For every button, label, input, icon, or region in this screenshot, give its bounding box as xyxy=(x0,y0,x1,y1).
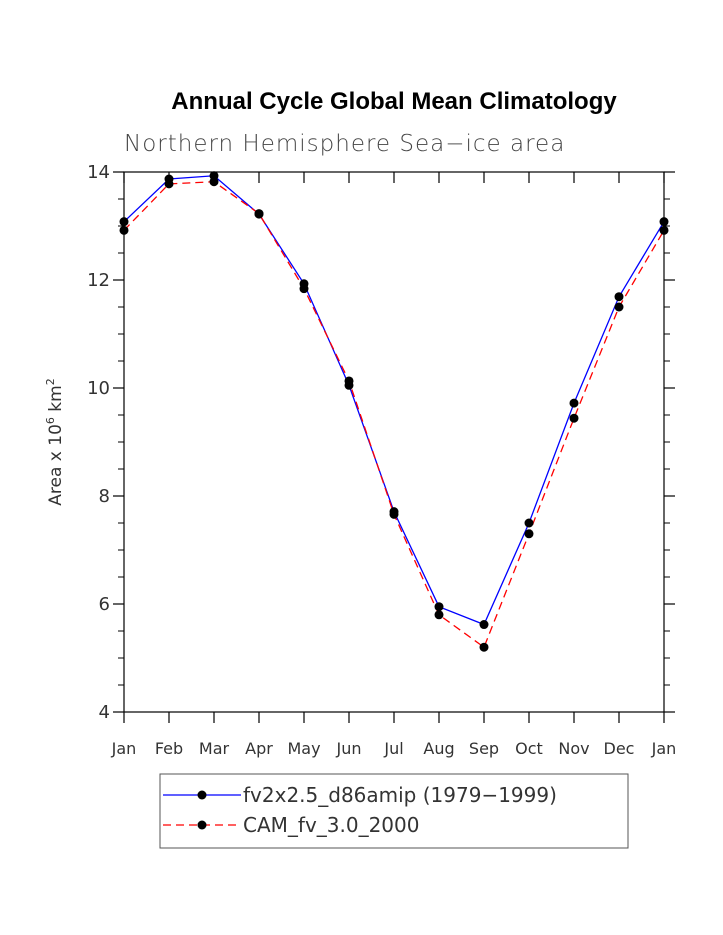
series-1-point xyxy=(659,217,669,227)
x-tick-label: Jul xyxy=(383,739,403,758)
x-tick-labels: Jan Feb Mar Apr May Jun Jul Aug Sep Oct Nov Dec Jan xyxy=(111,739,677,758)
series-2-point xyxy=(479,642,489,652)
y-tick-label: 10 xyxy=(87,378,110,399)
legend-items: fv2x2.5_d86amip (1979−1999) CAM_fv_3.0_20… xyxy=(163,783,557,837)
y-axis-label-mid: km xyxy=(46,385,66,417)
series-markers xyxy=(119,171,669,652)
series-2-point xyxy=(209,177,219,187)
x-tick-label: Mar xyxy=(199,739,230,758)
y-tick-label: 12 xyxy=(87,270,110,291)
series-1-point xyxy=(614,292,624,302)
x-tick-label: Sep xyxy=(469,739,499,758)
legend-label-2: CAM_fv_3.0_2000 xyxy=(243,813,419,837)
series-2-point xyxy=(164,179,174,189)
y-axis-label-prefix: Area x 10 xyxy=(46,424,66,506)
plot-frame xyxy=(123,171,665,713)
x-tick-label: Feb xyxy=(155,739,183,758)
series-2-point xyxy=(524,529,534,539)
series-2-point xyxy=(254,209,264,219)
x-tick-label: Aug xyxy=(423,739,454,758)
plot-area: Jan Feb Mar Apr May Jun Jul Aug Sep Oct Nov Dec Jan … xyxy=(87,162,676,758)
series-2-point xyxy=(569,413,579,423)
series-1-point xyxy=(479,620,489,630)
series-line-2 xyxy=(123,181,665,649)
series-lines xyxy=(123,175,665,649)
x-tick-label: Oct xyxy=(515,739,543,758)
y-tick-labels: 4 6 8 10 12 14 xyxy=(87,162,110,723)
y-axis-label-exp2: 2 xyxy=(44,378,57,385)
series-2-point xyxy=(434,610,444,620)
series-2-point xyxy=(389,509,399,519)
series-2-point xyxy=(119,225,129,235)
x-tick-label: Jan xyxy=(111,739,137,758)
y-tick-label: 6 xyxy=(99,594,110,615)
x-tick-label: Apr xyxy=(245,739,273,758)
y-tick-label: 14 xyxy=(87,162,110,183)
y-tick-label: 8 xyxy=(99,486,110,507)
series-2-point xyxy=(344,376,354,386)
series-2-point xyxy=(299,284,309,294)
x-tick-label: May xyxy=(287,739,320,758)
chart-title: Annual Cycle Global Mean Climatology xyxy=(171,88,617,115)
legend-label-1: fv2x2.5_d86amip (1979−1999) xyxy=(243,783,557,807)
x-tick-label: Dec xyxy=(604,739,635,758)
series-1-point xyxy=(434,602,444,612)
series-1-point xyxy=(524,518,534,528)
legend-box xyxy=(159,773,629,849)
x-tick-label: Jun xyxy=(336,739,362,758)
series-2-point xyxy=(659,225,669,235)
legend-marker-2 xyxy=(197,820,207,830)
y-axis-label-exp1: 6 xyxy=(44,417,57,424)
x-tick-label: Jan xyxy=(651,739,677,758)
x-tick-label: Nov xyxy=(558,739,589,758)
series-line-1 xyxy=(123,175,665,626)
series-1-point xyxy=(569,398,579,408)
legend-marker-1 xyxy=(197,790,207,800)
chart-subtitle: Northern Hemisphere Sea−ice area xyxy=(124,131,565,157)
y-axis-label: Area x 106 km2 xyxy=(44,378,66,505)
legend: fv2x2.5_d86amip (1979−1999) CAM_fv_3.0_20… xyxy=(159,773,629,849)
y-tick-label: 4 xyxy=(99,702,110,723)
series-2-point xyxy=(614,302,624,312)
series-1-point xyxy=(119,217,129,227)
axis-ticks xyxy=(113,171,675,723)
